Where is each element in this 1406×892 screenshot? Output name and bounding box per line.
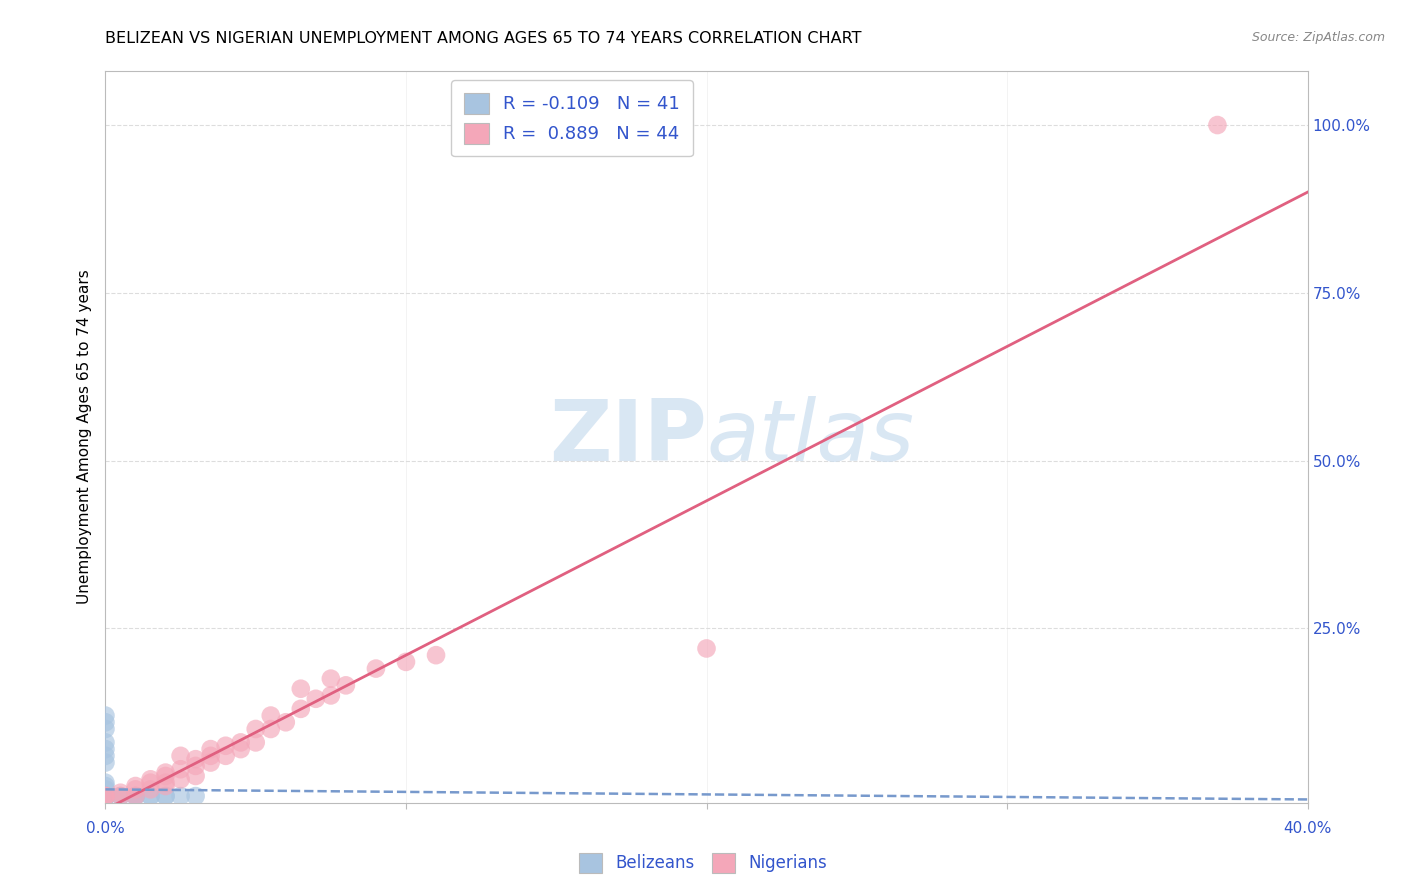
- Point: [139, 789, 162, 803]
- Point: [124, 782, 146, 797]
- Point: [94, 789, 117, 803]
- Point: [155, 789, 177, 803]
- Point: [290, 681, 312, 696]
- Point: [94, 789, 117, 803]
- Point: [274, 715, 297, 730]
- Point: [319, 672, 342, 686]
- Point: [94, 789, 117, 803]
- Point: [200, 742, 222, 756]
- Point: [395, 655, 418, 669]
- Point: [94, 789, 117, 803]
- Point: [425, 648, 447, 662]
- Point: [94, 789, 117, 803]
- Point: [155, 765, 177, 780]
- Point: [94, 789, 117, 803]
- Point: [155, 789, 177, 803]
- Point: [245, 735, 267, 749]
- Point: [169, 748, 191, 763]
- Point: [110, 789, 132, 803]
- Text: ZIP: ZIP: [548, 395, 707, 479]
- Point: [155, 769, 177, 783]
- Point: [94, 789, 117, 803]
- Text: BELIZEAN VS NIGERIAN UNEMPLOYMENT AMONG AGES 65 TO 74 YEARS CORRELATION CHART: BELIZEAN VS NIGERIAN UNEMPLOYMENT AMONG …: [105, 31, 862, 46]
- Point: [94, 789, 117, 803]
- Point: [94, 789, 117, 803]
- Point: [364, 662, 387, 676]
- Point: [184, 769, 207, 783]
- Point: [319, 689, 342, 703]
- Point: [124, 789, 146, 803]
- Point: [94, 789, 117, 803]
- Point: [184, 752, 207, 766]
- Point: [229, 742, 252, 756]
- Y-axis label: Unemployment Among Ages 65 to 74 years: Unemployment Among Ages 65 to 74 years: [77, 269, 93, 605]
- Point: [214, 739, 236, 753]
- Point: [94, 722, 117, 736]
- Point: [184, 789, 207, 803]
- Point: [155, 775, 177, 789]
- Point: [110, 789, 132, 803]
- Point: [94, 789, 117, 803]
- Legend: Belizeans, Nigerians: Belizeans, Nigerians: [572, 847, 834, 880]
- Point: [305, 691, 328, 706]
- Point: [94, 708, 117, 723]
- Point: [139, 789, 162, 803]
- Point: [110, 789, 132, 803]
- Point: [94, 789, 117, 803]
- Point: [94, 789, 117, 803]
- Point: [290, 702, 312, 716]
- Point: [139, 772, 162, 787]
- Point: [94, 789, 117, 803]
- Text: 40.0%: 40.0%: [1284, 821, 1331, 836]
- Point: [110, 786, 132, 800]
- Point: [94, 782, 117, 797]
- Point: [169, 772, 191, 787]
- Point: [139, 782, 162, 797]
- Text: 0.0%: 0.0%: [86, 821, 125, 836]
- Point: [94, 789, 117, 803]
- Point: [94, 715, 117, 730]
- Point: [169, 789, 191, 803]
- Point: [94, 775, 117, 789]
- Point: [260, 708, 283, 723]
- Point: [124, 789, 146, 803]
- Point: [214, 748, 236, 763]
- Point: [94, 789, 117, 803]
- Point: [124, 789, 146, 803]
- Point: [94, 756, 117, 770]
- Point: [229, 735, 252, 749]
- Point: [155, 779, 177, 793]
- Point: [1206, 118, 1229, 132]
- Text: atlas: atlas: [707, 395, 914, 479]
- Point: [169, 762, 191, 776]
- Point: [94, 789, 117, 803]
- Legend: R = -0.109   N = 41, R =  0.889   N = 44: R = -0.109 N = 41, R = 0.889 N = 44: [451, 80, 693, 156]
- Point: [94, 742, 117, 756]
- Point: [696, 641, 718, 656]
- Text: Source: ZipAtlas.com: Source: ZipAtlas.com: [1251, 31, 1385, 45]
- Point: [124, 789, 146, 803]
- Point: [124, 779, 146, 793]
- Point: [94, 735, 117, 749]
- Point: [200, 748, 222, 763]
- Point: [94, 789, 117, 803]
- Point: [94, 789, 117, 803]
- Point: [184, 759, 207, 773]
- Point: [94, 789, 117, 803]
- Point: [260, 722, 283, 736]
- Point: [94, 779, 117, 793]
- Point: [245, 722, 267, 736]
- Point: [335, 678, 357, 692]
- Point: [94, 789, 117, 803]
- Point: [200, 756, 222, 770]
- Point: [139, 775, 162, 789]
- Point: [94, 748, 117, 763]
- Point: [94, 789, 117, 803]
- Point: [94, 789, 117, 803]
